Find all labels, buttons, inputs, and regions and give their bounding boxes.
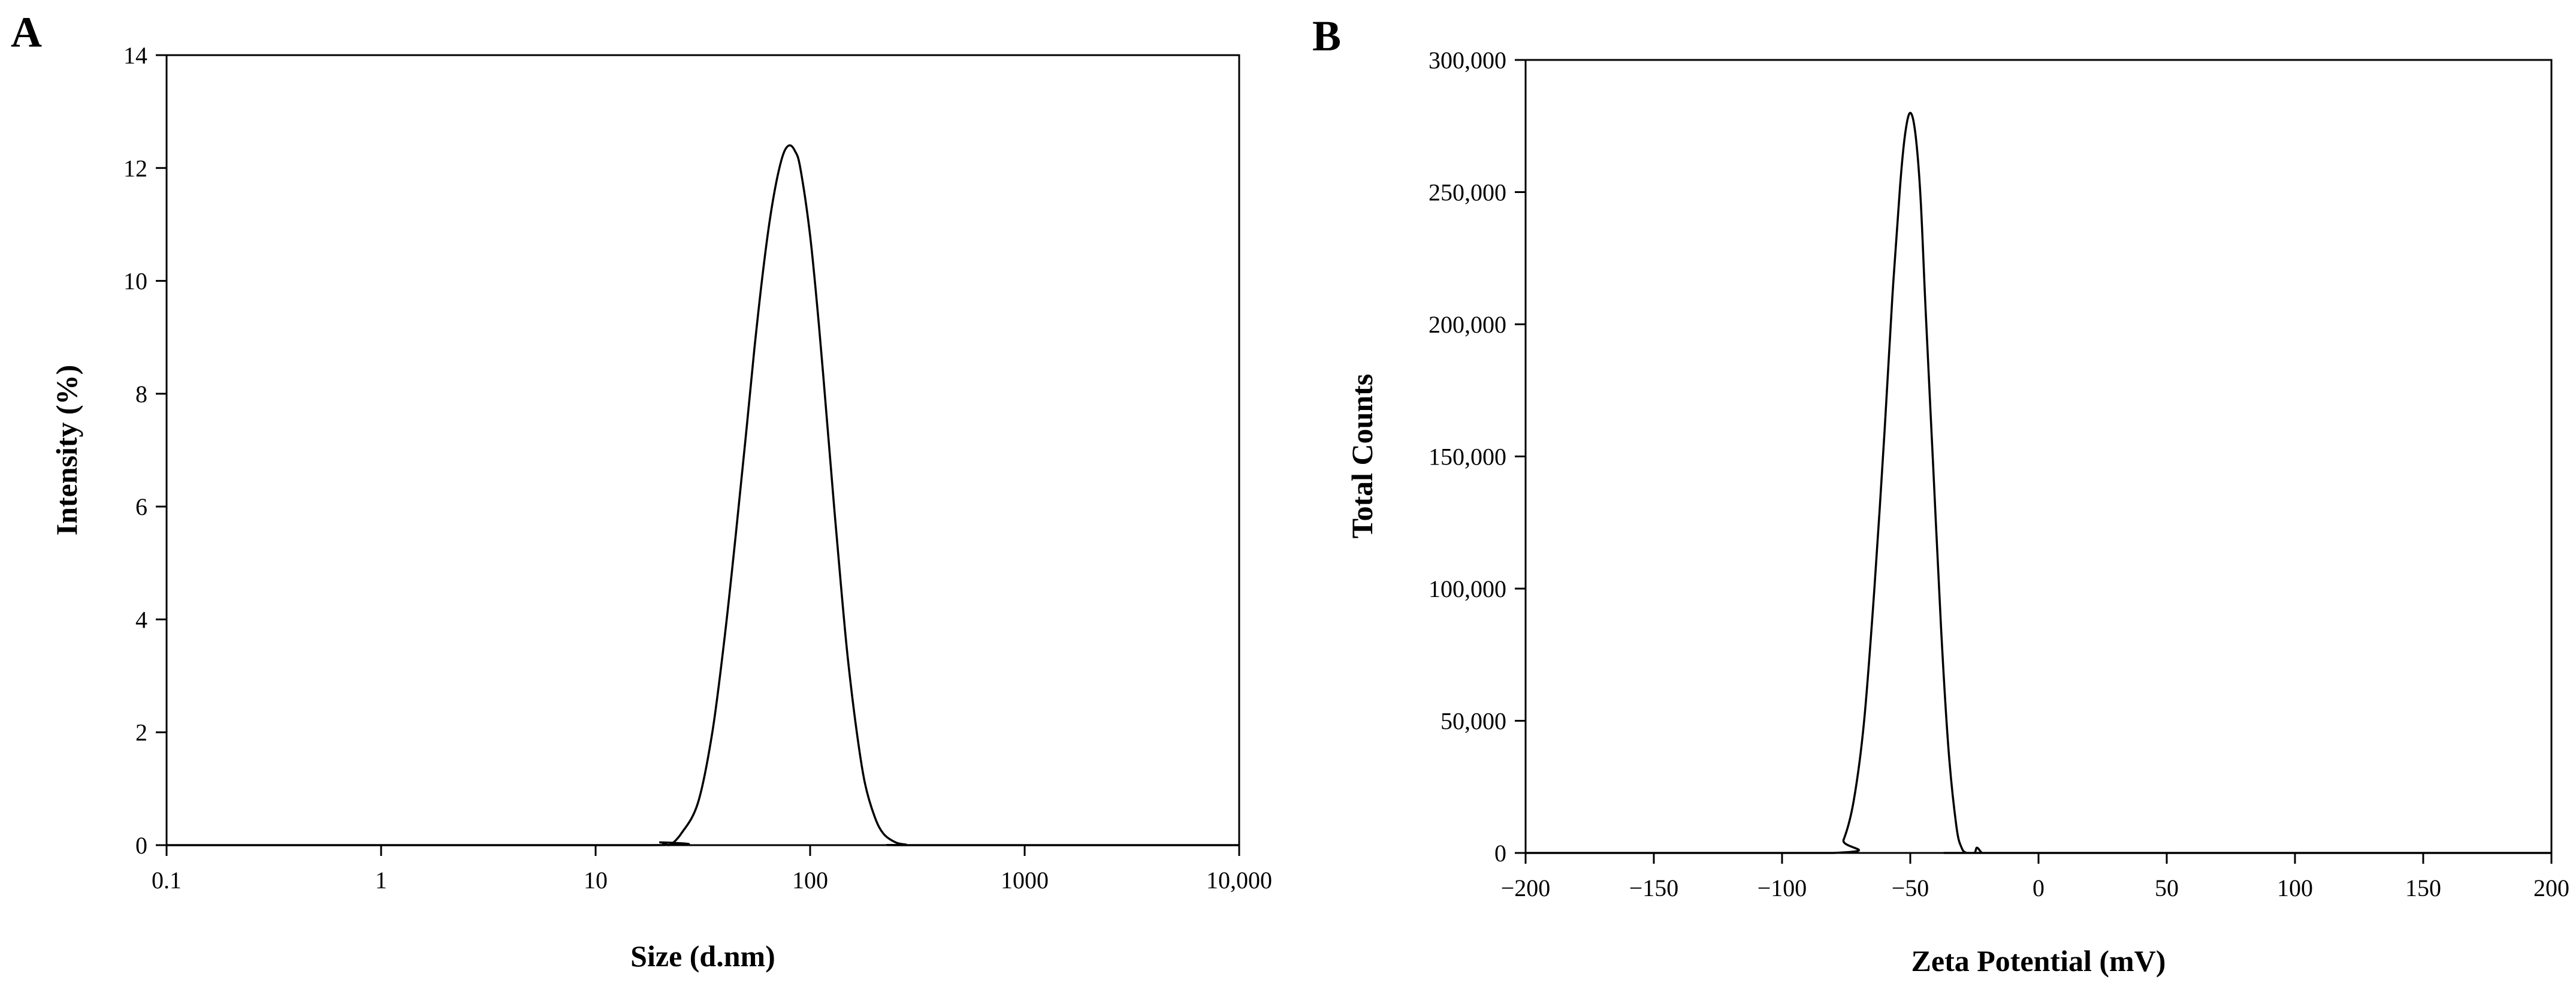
x-tick-label: 1 bbox=[375, 867, 387, 894]
x-tick-label: 10 bbox=[584, 867, 608, 894]
x-tick-label: 1000 bbox=[1001, 867, 1049, 894]
y-tick-label: 12 bbox=[123, 155, 147, 182]
x-tick-label: 0.1 bbox=[152, 867, 182, 894]
y-tick-label: 4 bbox=[135, 606, 147, 633]
y-tick-label: 0 bbox=[135, 832, 147, 859]
panel-b-plot-frame bbox=[1524, 59, 2553, 854]
y-tick-label: 100,000 bbox=[1429, 575, 1506, 602]
y-tick-label: 300,000 bbox=[1429, 47, 1506, 74]
x-tick-label: −150 bbox=[1629, 875, 1679, 901]
x-tick-label: 100 bbox=[792, 867, 828, 894]
panel-a-x-ticks: 0.1 1 10 100 1000 10,000 bbox=[152, 845, 1272, 894]
x-tick-label: 100 bbox=[2277, 875, 2313, 901]
y-tick-label: 14 bbox=[123, 42, 147, 69]
panel-b-y-axis-title: Total Counts bbox=[1345, 374, 1379, 539]
y-tick-label: 200,000 bbox=[1429, 311, 1506, 338]
panel-a-intensity-curve bbox=[167, 144, 1239, 846]
x-tick-label: 50 bbox=[2155, 875, 2179, 901]
panel-b-x-ticks: −200 −150 −100 −50 0 50 100 150 200 bbox=[1501, 853, 2569, 901]
panel-b-label: B bbox=[1312, 12, 1341, 60]
x-tick-label: 150 bbox=[2405, 875, 2441, 901]
y-tick-label: 0 bbox=[1494, 840, 1506, 867]
panel-a-plot-frame bbox=[165, 54, 1240, 846]
panel-a: A 0.1 1 10 100 1000 10,000 0 2 4 6 8 10 12 14 Size (… bbox=[11, 8, 1272, 973]
y-tick-label: 150,000 bbox=[1429, 444, 1506, 471]
y-tick-label: 6 bbox=[135, 493, 147, 520]
panel-b: B −200 −150 −100 −50 0 50 100 150 200 0 50,000 100… bbox=[1312, 12, 2569, 978]
panel-b-zeta-curve bbox=[1526, 111, 2551, 854]
panel-b-y-ticks: 0 50,000 100,000 150,000 200,000 250,000 300,0… bbox=[1429, 47, 1526, 867]
panel-a-label: A bbox=[11, 8, 42, 56]
x-tick-label: 0 bbox=[2033, 875, 2045, 901]
x-tick-label: −100 bbox=[1757, 875, 1807, 901]
y-tick-label: 50,000 bbox=[1440, 708, 1506, 735]
y-tick-label: 2 bbox=[135, 719, 147, 746]
y-tick-label: 250,000 bbox=[1429, 179, 1506, 206]
panel-a-x-axis-title: Size (d.nm) bbox=[630, 939, 775, 973]
x-tick-label: −200 bbox=[1501, 875, 1551, 901]
x-tick-label: 10,000 bbox=[1206, 867, 1272, 894]
panel-b-x-axis-title: Zeta Potential (mV) bbox=[1911, 944, 2166, 978]
y-tick-label: 8 bbox=[135, 381, 147, 408]
x-tick-label: 200 bbox=[2533, 875, 2569, 901]
panel-a-y-ticks: 0 2 4 6 8 10 12 14 bbox=[123, 42, 167, 859]
x-tick-label: −50 bbox=[1892, 875, 1929, 901]
panel-a-y-axis-title: Intensity (%) bbox=[50, 365, 83, 536]
y-tick-label: 10 bbox=[123, 268, 147, 295]
